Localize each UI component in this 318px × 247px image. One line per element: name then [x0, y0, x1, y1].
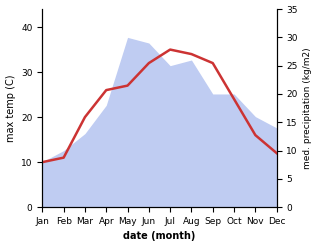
X-axis label: date (month): date (month)	[123, 231, 196, 242]
Y-axis label: med. precipitation (kg/m2): med. precipitation (kg/m2)	[303, 47, 313, 169]
Y-axis label: max temp (C): max temp (C)	[5, 74, 16, 142]
